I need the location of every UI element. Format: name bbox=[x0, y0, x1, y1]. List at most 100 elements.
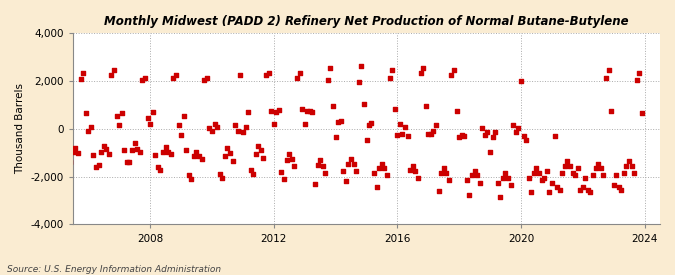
Point bbox=[186, 177, 196, 181]
Point bbox=[487, 135, 498, 139]
Point bbox=[184, 173, 194, 178]
Point bbox=[508, 123, 518, 128]
Point bbox=[462, 178, 472, 183]
Point bbox=[500, 171, 511, 175]
Point bbox=[325, 66, 336, 70]
Point bbox=[570, 173, 580, 178]
Point bbox=[153, 165, 163, 169]
Point bbox=[181, 148, 192, 153]
Point bbox=[392, 133, 403, 137]
Point bbox=[541, 169, 552, 173]
Point bbox=[59, 144, 70, 148]
Point bbox=[129, 141, 140, 145]
Point bbox=[356, 64, 367, 68]
Point bbox=[397, 131, 408, 136]
Point bbox=[271, 110, 281, 114]
Point bbox=[433, 189, 444, 193]
Point bbox=[284, 152, 294, 156]
Point bbox=[255, 148, 266, 153]
Point bbox=[479, 133, 490, 137]
Point bbox=[219, 154, 230, 159]
Point bbox=[248, 172, 259, 177]
Point bbox=[250, 152, 261, 156]
Point bbox=[451, 109, 462, 113]
Point bbox=[176, 133, 186, 137]
Point bbox=[119, 148, 130, 153]
Point bbox=[593, 161, 603, 166]
Point bbox=[211, 124, 222, 129]
Point bbox=[425, 131, 436, 136]
Point bbox=[140, 75, 151, 80]
Point bbox=[106, 73, 117, 77]
Point bbox=[304, 109, 315, 113]
Point bbox=[366, 121, 377, 125]
Point bbox=[292, 75, 302, 80]
Point bbox=[269, 122, 279, 126]
Point bbox=[155, 167, 166, 172]
Point bbox=[323, 78, 333, 82]
Point bbox=[549, 134, 560, 138]
Point bbox=[312, 163, 323, 167]
Point bbox=[384, 75, 395, 80]
Point bbox=[83, 129, 94, 133]
Point bbox=[55, 89, 65, 93]
Point bbox=[80, 111, 91, 116]
Point bbox=[485, 149, 495, 154]
Point bbox=[614, 185, 624, 190]
Point bbox=[631, 78, 642, 82]
Point bbox=[387, 68, 398, 73]
Point bbox=[320, 171, 331, 175]
Point bbox=[456, 133, 467, 137]
Point bbox=[122, 160, 132, 164]
Point bbox=[539, 176, 549, 180]
Point bbox=[93, 163, 104, 167]
Point bbox=[109, 68, 119, 73]
Point bbox=[57, 129, 68, 133]
Point bbox=[134, 149, 145, 154]
Point bbox=[595, 166, 606, 170]
Point bbox=[351, 169, 362, 173]
Point bbox=[585, 190, 596, 194]
Point bbox=[402, 134, 413, 138]
Point bbox=[173, 123, 184, 128]
Point bbox=[534, 171, 545, 175]
Point bbox=[598, 173, 609, 178]
Point bbox=[310, 182, 321, 186]
Point bbox=[111, 114, 122, 118]
Point bbox=[523, 176, 534, 180]
Point bbox=[297, 106, 308, 111]
Point bbox=[188, 154, 199, 159]
Point bbox=[428, 129, 439, 133]
Point bbox=[168, 75, 179, 80]
Point bbox=[601, 75, 612, 80]
Point bbox=[518, 134, 529, 138]
Point bbox=[503, 176, 514, 180]
Point bbox=[201, 75, 212, 80]
Point bbox=[446, 73, 457, 77]
Point bbox=[335, 118, 346, 123]
Point bbox=[531, 166, 542, 170]
Point bbox=[114, 123, 125, 128]
Point bbox=[294, 71, 305, 75]
Point bbox=[611, 173, 622, 178]
Point bbox=[279, 177, 290, 181]
Point bbox=[160, 145, 171, 149]
Title: Monthly Midwest (PADD 2) Refinery Net Production of Normal Butane-Butylene: Monthly Midwest (PADD 2) Refinery Net Pr… bbox=[104, 15, 628, 28]
Point bbox=[482, 130, 493, 135]
Point bbox=[547, 180, 558, 185]
Point bbox=[557, 171, 568, 175]
Point bbox=[178, 114, 189, 118]
Point bbox=[158, 149, 169, 154]
Point bbox=[353, 80, 364, 84]
Point bbox=[163, 149, 173, 154]
Point bbox=[204, 125, 215, 130]
Y-axis label: Thousand Barrels: Thousand Barrels bbox=[15, 83, 25, 174]
Point bbox=[560, 164, 570, 168]
Point bbox=[588, 173, 599, 178]
Point bbox=[315, 158, 325, 162]
Point bbox=[266, 109, 277, 113]
Point bbox=[232, 129, 243, 133]
Point bbox=[358, 102, 369, 106]
Point bbox=[408, 164, 418, 168]
Point bbox=[629, 171, 640, 175]
